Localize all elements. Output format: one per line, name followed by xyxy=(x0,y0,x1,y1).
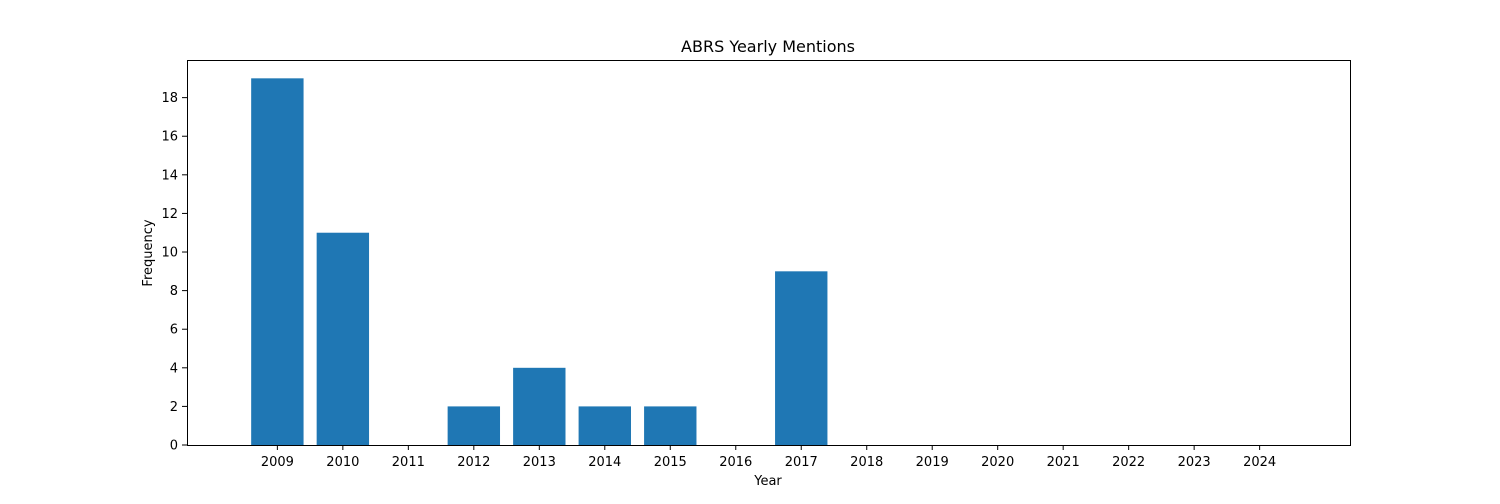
x-tick-label-2021: 2021 xyxy=(1047,455,1080,470)
x-tick-label-2013: 2013 xyxy=(523,455,556,470)
x-tick-label-2016: 2016 xyxy=(719,455,752,470)
x-axis: 2009 2010 2011 2012 2013 2014 2015 2016 2017 2018… xyxy=(261,445,1276,470)
x-axis-label: Year xyxy=(753,474,782,489)
y-tick-label-12: 12 xyxy=(161,207,178,222)
x-tick-label-2023: 2023 xyxy=(1178,455,1211,470)
x-tick-label-2010: 2010 xyxy=(326,455,359,470)
x-tick-label-2011: 2011 xyxy=(392,455,425,470)
bar-2015 xyxy=(644,406,697,445)
y-tick-label-18: 18 xyxy=(161,91,178,106)
bar-2014 xyxy=(578,406,631,445)
bar-2010 xyxy=(316,232,370,445)
y-tick-label-16: 16 xyxy=(161,130,178,145)
y-tick-label-10: 10 xyxy=(161,246,178,261)
y-tick-label-2: 2 xyxy=(170,400,178,415)
bar-2009 xyxy=(251,78,304,445)
y-axis-label: Frequency xyxy=(141,219,156,286)
plot-frame xyxy=(187,60,1351,446)
x-tick-label-2017: 2017 xyxy=(785,455,818,470)
x-tick-label-2015: 2015 xyxy=(654,455,687,470)
bar-2017 xyxy=(775,271,828,445)
x-tick-label-2019: 2019 xyxy=(916,455,949,470)
y-tick-label-8: 8 xyxy=(170,284,178,299)
chart-title: ABRS Yearly Mentions xyxy=(681,37,855,56)
y-tick-label-4: 4 xyxy=(170,361,178,376)
x-tick-label-2012: 2012 xyxy=(457,455,490,470)
x-tick-label-2020: 2020 xyxy=(981,455,1014,470)
x-tick-label-2024: 2024 xyxy=(1243,455,1276,470)
y-tick-label-0: 0 xyxy=(170,439,178,454)
x-tick-label-2014: 2014 xyxy=(588,455,621,470)
y-tick-label-6: 6 xyxy=(170,323,178,338)
y-axis: 0 2 4 6 8 10 12 14 16 18 xyxy=(161,91,187,454)
bar-2013 xyxy=(513,367,566,445)
x-tick-label-2018: 2018 xyxy=(850,455,883,470)
x-tick-label-2022: 2022 xyxy=(1112,455,1145,470)
bar-2012 xyxy=(447,406,501,445)
y-tick-label-14: 14 xyxy=(161,168,178,183)
bars-layer xyxy=(251,78,828,445)
x-tick-label-2009: 2009 xyxy=(261,455,294,470)
